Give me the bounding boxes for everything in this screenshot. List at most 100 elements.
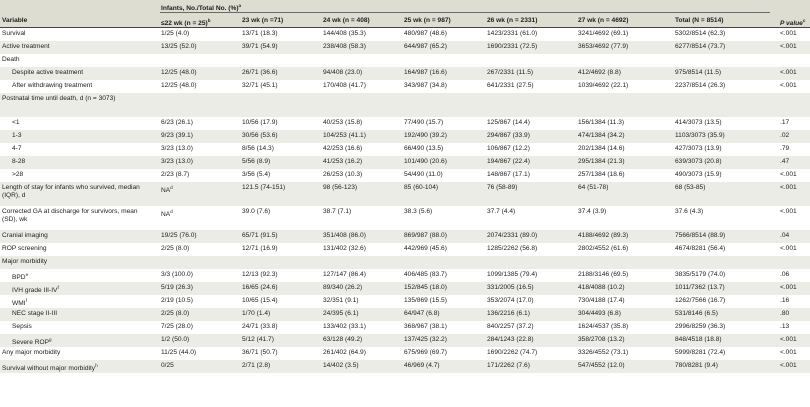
value-cell: 24/395 (6.1): [323, 310, 359, 317]
pvalue-cell: <.001: [780, 362, 797, 369]
value-cell: 94/408 (23.0): [323, 69, 363, 76]
value-cell: 3241/4692 (69.1): [578, 30, 629, 37]
table-row: Sepsis 7/25 (28.0) 24/71 (33.8) 133/402 (33…: [0, 321, 810, 334]
value-cell: 64 (51-78): [578, 184, 609, 191]
value-cell: 353/2074 (17.0): [487, 297, 534, 304]
row-label: 4-7: [12, 145, 22, 152]
value-cell: 85 (60-104): [404, 184, 439, 191]
value-cell: 368/967 (38.1): [404, 323, 447, 330]
row-label: >28: [12, 171, 24, 178]
value-cell: 164/987 (16.6): [404, 69, 447, 76]
value-cell: 6/23 (26.1): [161, 119, 193, 126]
value-cell: 1423/2331 (61.0): [487, 30, 538, 37]
table-row: <1 6/23 (26.1) 10/56 (17.9) 40/253 (15.8) 77…: [0, 117, 810, 130]
pvalue-header: P valuec: [780, 18, 806, 28]
value-cell: 2/25 (8.0): [161, 310, 190, 317]
value-cell: 170/408 (41.7): [323, 82, 366, 89]
value-cell: 26/71 (36.6): [242, 69, 278, 76]
value-cell: 13/25 (52.0): [161, 43, 197, 50]
value-cell: 442/969 (45.6): [404, 245, 447, 252]
value-cell: 77/490 (15.7): [404, 119, 444, 126]
table-header: Variable Infants, No./Total No. (%)a ≤22…: [0, 0, 810, 27]
value-cell: 2188/3146 (69.5): [578, 271, 629, 278]
value-cell: 144/408 (35.3): [323, 30, 366, 37]
pvalue-cell: .02: [780, 132, 790, 139]
value-cell: 3/23 (13.0): [161, 145, 193, 152]
value-cell: 24/71 (33.8): [242, 323, 278, 330]
value-cell: 202/1384 (14.6): [578, 145, 625, 152]
value-cell: 5/19 (26.3): [161, 284, 193, 291]
row-label: IVH grade III-IVf: [12, 285, 59, 295]
table-row: Active treatment 13/25 (52.0) 39/71 (54.9)…: [0, 41, 810, 54]
header-bottom-rule: [0, 27, 810, 28]
pvalue-cell: <.001: [780, 82, 797, 89]
value-cell: 192/490 (39.2): [404, 132, 447, 139]
pvalue-cell: <.001: [780, 69, 797, 76]
footnote-marker: d: [170, 185, 173, 190]
value-cell: 16/65 (24.6): [242, 284, 278, 291]
value-cell: 531/8146 (6.5): [675, 310, 718, 317]
value-cell: 3835/5179 (74.0): [675, 271, 726, 278]
value-cell: 2074/2331 (89.0): [487, 232, 538, 239]
variable-header: Variable: [2, 17, 28, 24]
value-cell: 37.4 (3.9): [578, 208, 607, 215]
value-cell: 5/56 (8.9): [242, 158, 271, 165]
table-row: Severe ROPg 1/2 (50.0) 5/12 (41.7) 63/128 (…: [0, 334, 810, 347]
value-cell: 106/867 (12.2): [487, 145, 530, 152]
pvalue-cell: <.001: [780, 245, 797, 252]
value-cell: 5999/8281 (72.4): [675, 349, 726, 356]
value-cell: 4674/8281 (56.4): [675, 245, 726, 252]
value-cell: 1/25 (4.0): [161, 30, 190, 37]
value-cell: 2237/8514 (26.3): [675, 82, 726, 89]
value-cell: 39/71 (54.9): [242, 43, 278, 50]
value-cell: 104/253 (41.1): [323, 132, 366, 139]
value-cell: 1011/7362 (13.7): [675, 284, 725, 291]
value-cell: 19/25 (76.0): [161, 232, 197, 239]
value-cell: 1690/2331 (72.5): [487, 43, 538, 50]
table-row: ROP screening 2/25 (8.0) 12/71 (16.9) 131/4…: [0, 243, 810, 256]
table-row: 8-28 3/23 (13.0) 5/56 (8.9) 41/253 (16.2) 10…: [0, 156, 810, 169]
value-cell: 358/2708 (13.2): [578, 336, 625, 343]
table-row: Major morbidity: [0, 256, 810, 269]
row-label: Survival without major morbidityh: [2, 363, 98, 373]
value-cell: 3326/4552 (73.1): [578, 349, 629, 356]
row-label: Sepsis: [12, 323, 32, 330]
value-cell: 10/65 (15.4): [242, 297, 278, 304]
group-title: Infants, No./Total No. (%)a: [161, 3, 242, 13]
pvalue-cell: <.001: [780, 184, 797, 191]
value-cell: 12/25 (48.0): [161, 69, 197, 76]
row-label: Severe ROPg: [12, 337, 52, 347]
table-row: 4-7 3/23 (13.0) 8/56 (14.3) 42/253 (16.6) 66…: [0, 143, 810, 156]
pvalue-cell: .06: [780, 271, 790, 278]
value-cell: 7566/8514 (88.9): [675, 232, 726, 239]
value-cell: 730/4188 (17.4): [578, 297, 625, 304]
value-cell: 869/987 (88.0): [404, 232, 447, 239]
value-cell: 5302/8514 (62.3): [675, 30, 726, 37]
value-cell: 156/1384 (11.3): [578, 119, 625, 126]
value-cell: 133/402 (33.1): [323, 323, 366, 330]
value-cell: 54/490 (11.0): [404, 171, 443, 178]
row-label: Despite active treatment: [12, 69, 84, 76]
value-cell: 11/25 (44.0): [161, 349, 197, 356]
row-label: Major morbidity: [2, 258, 48, 265]
row-label: Any major morbidity: [2, 349, 61, 356]
value-cell: 1099/1385 (79.4): [487, 271, 538, 278]
row-label: WMIf: [12, 298, 27, 308]
value-cell: 98 (56-123): [323, 184, 358, 191]
value-cell: 1/70 (1.4): [242, 310, 271, 317]
row-label: BPDe: [12, 272, 29, 282]
pvalue-cell: .16: [780, 297, 790, 304]
table-row: WMIf 2/19 (10.5) 10/65 (15.4) 32/351 (9.1) 1…: [0, 295, 810, 308]
row-label: ROP screening: [2, 245, 47, 252]
value-cell: 65/71 (91.5): [242, 232, 278, 239]
table-row: Despite active treatment 12/25 (48.0) 26/7…: [0, 67, 810, 80]
table-row: NEC stage II-III 2/25 (8.0) 1/70 (1.4) 24/3…: [0, 308, 810, 321]
value-cell: 66/490 (13.5): [404, 145, 444, 152]
footnote-marker: f: [57, 285, 59, 290]
table-row: Survival 1/25 (4.0) 13/71 (18.3) 144/408 (3…: [0, 28, 810, 41]
value-cell: 1624/4537 (35.8): [578, 323, 629, 330]
value-cell: 36/71 (50.7): [242, 349, 278, 356]
value-cell: 32/351 (9.1): [323, 297, 359, 304]
value-cell: 1285/2262 (56.8): [487, 245, 538, 252]
value-cell: 194/867 (22.4): [487, 158, 530, 165]
